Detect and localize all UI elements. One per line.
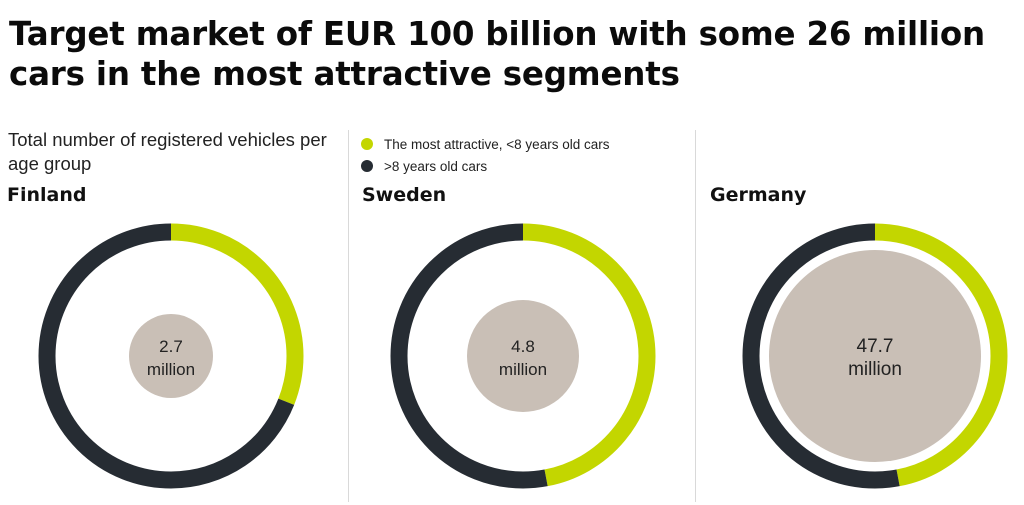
country-label-finland: Finland	[7, 184, 87, 206]
total-circle	[129, 314, 213, 398]
total-unit: million	[848, 359, 902, 380]
legend-item-older: >8 years old cars	[361, 155, 609, 177]
chart-subtitle: Total number of registered vehicles per …	[8, 129, 327, 174]
legend: The most attractive, <8 years old cars >…	[361, 133, 609, 177]
divider-left	[348, 130, 349, 502]
legend-swatch-attractive	[361, 138, 373, 150]
donut-segment-older	[742, 223, 1008, 489]
divider-right	[695, 130, 696, 502]
legend-label-attractive: The most attractive, <8 years old cars	[384, 136, 610, 152]
legend-label-older: >8 years old cars	[384, 158, 488, 174]
total-unit: million	[499, 360, 547, 379]
donut-finland: 2.7 million	[38, 223, 304, 489]
legend-swatch-older	[361, 160, 373, 172]
donut-segment-older	[38, 223, 304, 489]
total-value: 4.8	[511, 337, 535, 356]
country-label-germany: Germany	[710, 184, 807, 206]
total-unit: million	[147, 360, 195, 379]
donut-sweden: 4.8 million	[390, 223, 656, 489]
page-title: Target market of EUR 100 billion with so…	[9, 15, 985, 93]
total-circle	[467, 300, 579, 412]
total-value: 47.7	[857, 336, 894, 357]
country-label-sweden: Sweden	[362, 184, 447, 206]
legend-item-attractive: The most attractive, <8 years old cars	[361, 133, 609, 155]
total-value: 2.7	[159, 337, 183, 356]
total-circle	[769, 250, 981, 462]
donut-segment-older	[390, 223, 656, 489]
